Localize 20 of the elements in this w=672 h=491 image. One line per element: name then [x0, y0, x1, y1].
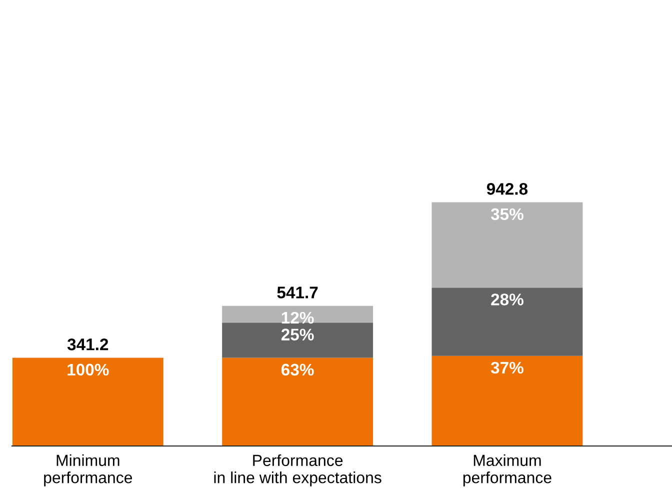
bar [222, 322, 374, 358]
annotation: 100% [68, 364, 109, 376]
annotation: 341.2 [67, 338, 108, 350]
bar [222, 306, 374, 323]
annotation: 28% [491, 294, 524, 306]
x-tick-label: Performance in line with expectations [214, 454, 382, 486]
annotation: 12% [282, 312, 314, 324]
annotation: 25% [281, 328, 314, 340]
bar [432, 202, 583, 288]
annotation: 63% [281, 364, 314, 376]
annotation: 37% [490, 362, 524, 374]
annotation: 942.8 [486, 183, 528, 195]
bar [432, 356, 583, 446]
bar [432, 288, 583, 356]
annotation: 35% [490, 208, 524, 220]
bar [222, 358, 374, 446]
bar [12, 358, 164, 446]
x-tick-label: Minimum performance [44, 454, 132, 486]
annotation: 541.7 [277, 286, 318, 298]
x-tick-label: Maximum performance [463, 454, 552, 486]
